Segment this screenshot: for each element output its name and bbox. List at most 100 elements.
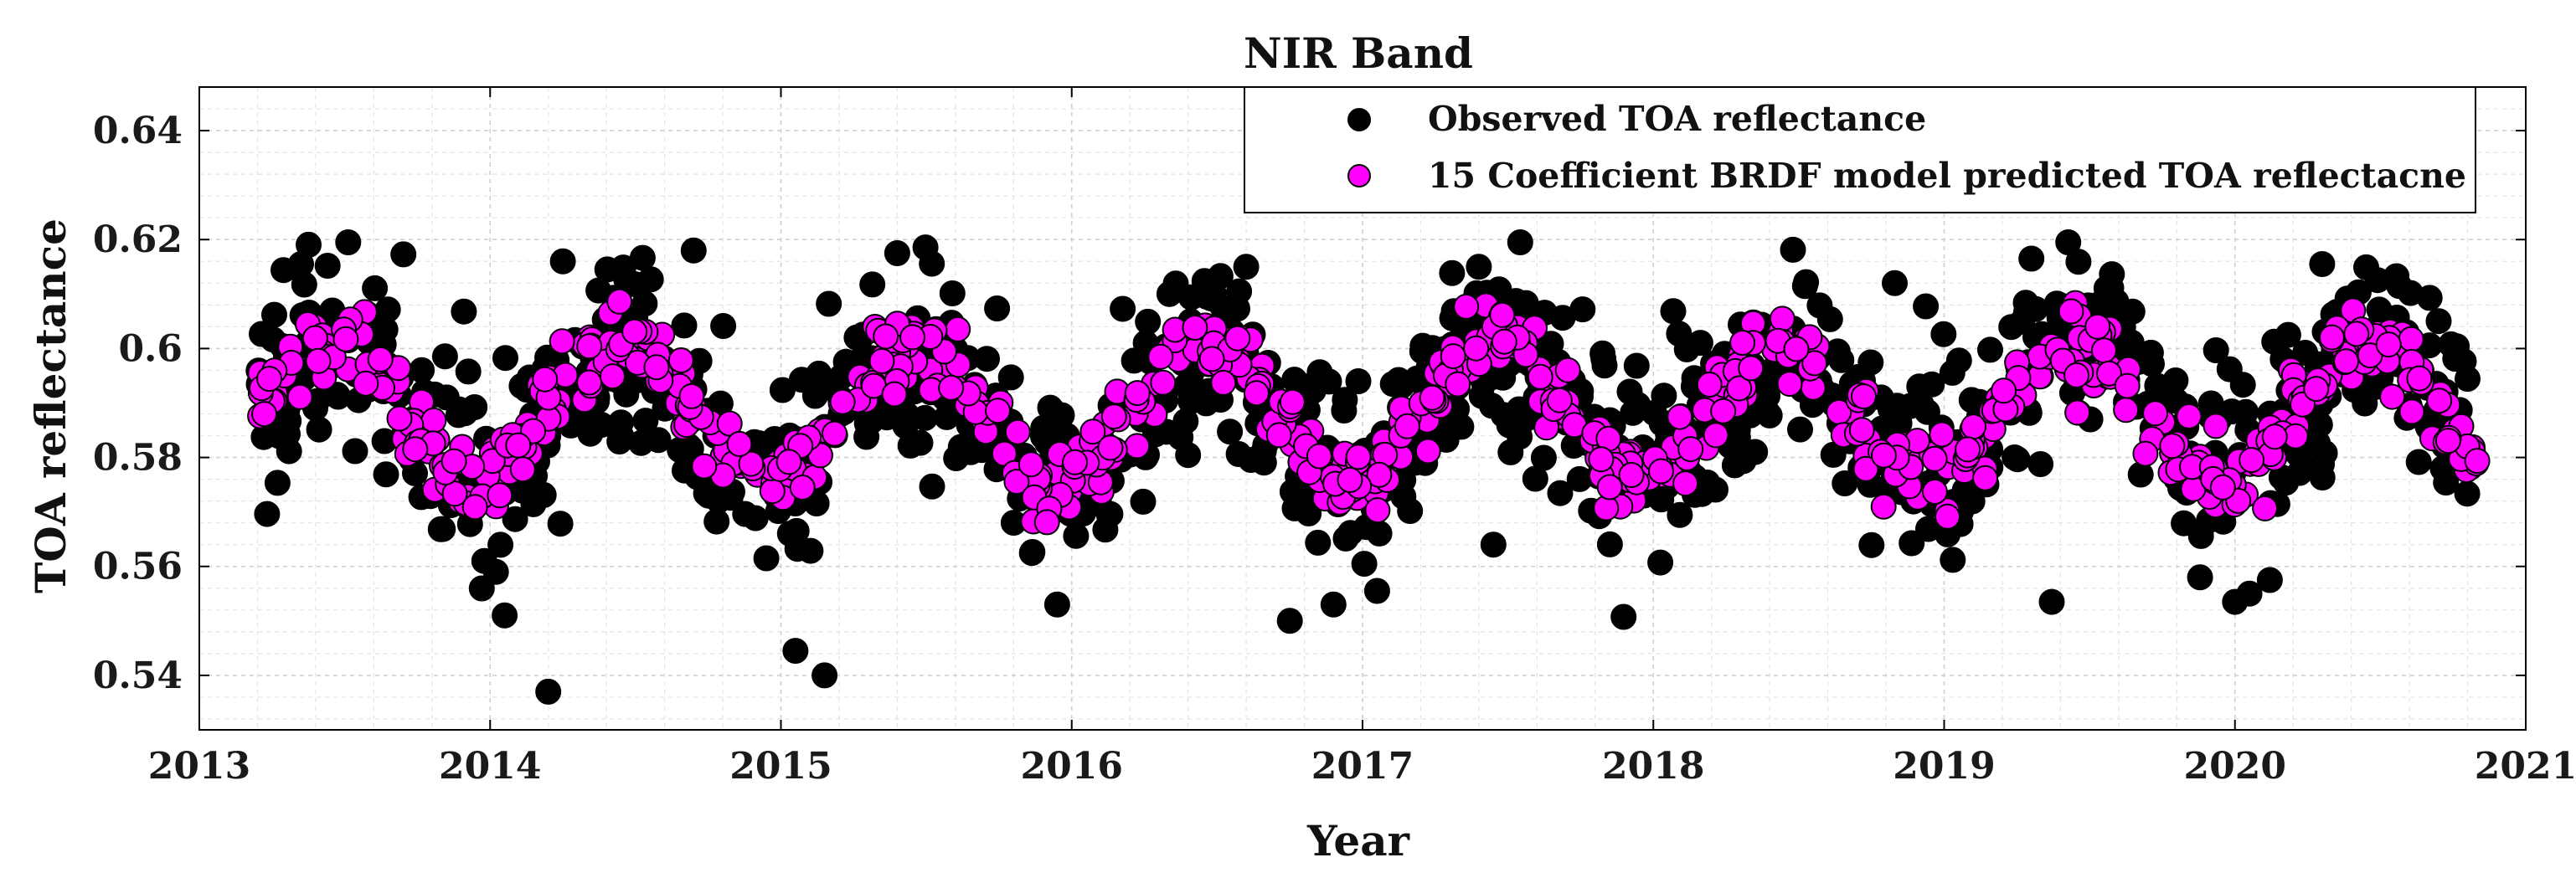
observed-point [1596, 531, 1623, 557]
predicted-point [2319, 324, 2345, 351]
observed-point [451, 298, 477, 325]
observed-point [502, 506, 528, 532]
predicted-point [2063, 362, 2090, 388]
observed-outlier-point [1233, 254, 1260, 280]
predicted-point [1182, 315, 1208, 341]
predicted-point [789, 475, 816, 501]
observed-point [1439, 259, 1466, 286]
observed-point [1121, 347, 1147, 374]
predicted-point [775, 449, 802, 475]
observed-point [342, 438, 368, 465]
predicted-point [440, 448, 467, 475]
observed-outlier-point [2038, 588, 2065, 615]
predicted-point [2095, 360, 2122, 387]
observed-point [1625, 392, 1651, 418]
predicted-point [1124, 380, 1151, 407]
predicted-point [1921, 445, 1948, 472]
observed-point [2171, 510, 2197, 537]
observed-point [2065, 249, 2092, 275]
observed-outlier-point [549, 248, 576, 275]
axis-ticks: 2013 2014 2015 2016 2017 2018 2019 2020 2021 0.54… [93, 87, 2576, 788]
observed-point [1345, 368, 1372, 394]
predicted-point [1710, 398, 1737, 424]
observed-point [2229, 372, 2256, 398]
observed-point [1130, 488, 1157, 515]
predicted-point [2132, 440, 2159, 467]
observed-point [2438, 331, 2465, 357]
predicted-point [1210, 369, 1237, 396]
observed-point [1331, 398, 1358, 424]
observed-point [710, 313, 737, 339]
predicted-point [305, 347, 332, 374]
predicted-point [1124, 433, 1151, 460]
observed-point [1727, 444, 1754, 471]
predicted-point [2261, 424, 2288, 450]
predicted-point [2375, 331, 2402, 358]
predicted-point [1337, 466, 1363, 493]
observed-point [373, 461, 399, 488]
predicted-point [1527, 363, 1553, 390]
observed-point [2383, 263, 2410, 290]
observed-point [1945, 347, 1972, 374]
observed-outlier-point [482, 558, 509, 585]
observed-point [335, 229, 362, 255]
observed-outlier-point [1043, 591, 1070, 618]
predicted-point [1870, 493, 1897, 520]
observed-outlier-point [884, 240, 910, 266]
observed-point [2425, 308, 2452, 335]
predicted-point [1554, 357, 1581, 383]
observed-point [254, 501, 281, 527]
observed-outlier-point [782, 638, 809, 665]
observed-point [912, 234, 939, 261]
predicted-point [256, 366, 283, 393]
observed-point [1063, 522, 1090, 549]
observed-point [446, 396, 472, 423]
predicted-point [2303, 376, 2330, 403]
predicted-point [301, 325, 328, 352]
observed-point [1940, 547, 1966, 573]
predicted-point [2176, 403, 2202, 429]
predicted-point [1618, 462, 1645, 488]
predicted-point [945, 316, 971, 342]
observed-point [853, 410, 880, 437]
predicted-point [332, 326, 359, 352]
predicted-point [1801, 350, 1828, 377]
predicted-point [461, 494, 488, 521]
observed-point [261, 301, 287, 328]
predicted-point [1062, 449, 1089, 475]
predicted-point [1018, 451, 1044, 478]
predicted-point [738, 450, 765, 477]
y-tick-label: 0.6 [118, 327, 183, 370]
observed-point [390, 241, 417, 268]
predicted-point [2239, 447, 2265, 474]
predicted-point [2064, 399, 2091, 426]
predicted-point [1489, 301, 1516, 328]
observed-point [1977, 336, 2003, 363]
predicted-point [1150, 369, 1177, 396]
predicted-point [643, 354, 670, 381]
observed-point [1913, 293, 1940, 320]
observed-point [1507, 424, 1533, 450]
predicted-point [2113, 397, 2140, 424]
predicted-point [1004, 418, 1031, 445]
x-tick-label: 2014 [439, 745, 541, 788]
predicted-point [1079, 418, 1106, 445]
predicted-point [353, 370, 379, 397]
observed-outlier-point [1276, 608, 1303, 634]
chart-title: NIR Band [1244, 28, 1473, 78]
observed-point [2027, 451, 2054, 477]
observed-point [2187, 522, 2214, 549]
observed-point [1667, 501, 1693, 528]
observed-point [1930, 321, 1957, 347]
observed-point [1915, 516, 1941, 542]
observed-point [816, 290, 842, 317]
predicted-point [386, 405, 413, 432]
predicted-point [1972, 465, 1998, 491]
observed-point [1225, 441, 1252, 467]
predicted-point [1033, 509, 1060, 536]
observed-outlier-point [2187, 564, 2213, 591]
predicted-point [1696, 372, 1723, 398]
observed-point [306, 416, 332, 443]
observed-point [1858, 531, 1885, 558]
observed-point [1569, 296, 1596, 323]
